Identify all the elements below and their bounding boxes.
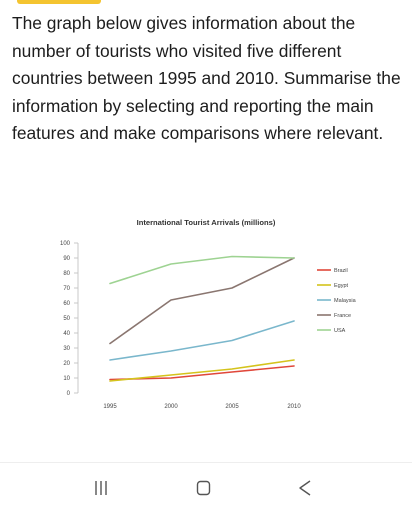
x-tick-label: 2010 (287, 404, 301, 410)
y-tick-label: 20 (63, 361, 70, 367)
chart-title: International Tourist Arrivals (millions… (137, 218, 276, 227)
series-line-france (109, 257, 295, 345)
series-line-egypt (109, 359, 295, 382)
legend-label-usa: USA (334, 328, 346, 334)
home-icon[interactable] (193, 477, 215, 499)
series-line-usa (109, 255, 295, 285)
back-icon[interactable] (294, 477, 316, 499)
y-tick-label: 10 (63, 376, 70, 382)
legend-label-malaysia: Malaysia (334, 298, 357, 304)
line-chart: International Tourist Arrivals (millions… (0, 200, 412, 430)
accent-bar (17, 0, 101, 4)
question-text: The graph below gives information about … (12, 13, 401, 143)
legend-label-brazil: Brazil (334, 268, 348, 274)
y-tick-label: 40 (63, 331, 70, 337)
chart-svg: International Tourist Arrivals (millions… (60, 218, 357, 410)
legend-label-egypt: Egypt (334, 283, 349, 289)
system-nav-bar (0, 462, 412, 513)
y-tick-label: 80 (63, 271, 70, 277)
y-tick-label: 90 (63, 256, 70, 262)
x-tick-label: 2000 (164, 404, 178, 410)
series-line-malaysia (109, 320, 295, 361)
legend-label-france: France (334, 313, 351, 319)
recent-apps-icon[interactable] (90, 477, 112, 499)
y-tick-label: 100 (60, 241, 71, 247)
x-tick-label: 2005 (225, 404, 239, 410)
y-tick-label: 0 (67, 391, 71, 397)
y-tick-label: 50 (63, 316, 70, 322)
y-tick-label: 70 (63, 286, 70, 292)
y-tick-label: 30 (63, 346, 70, 352)
y-tick-label: 60 (63, 301, 70, 307)
x-tick-label: 1995 (103, 404, 117, 410)
